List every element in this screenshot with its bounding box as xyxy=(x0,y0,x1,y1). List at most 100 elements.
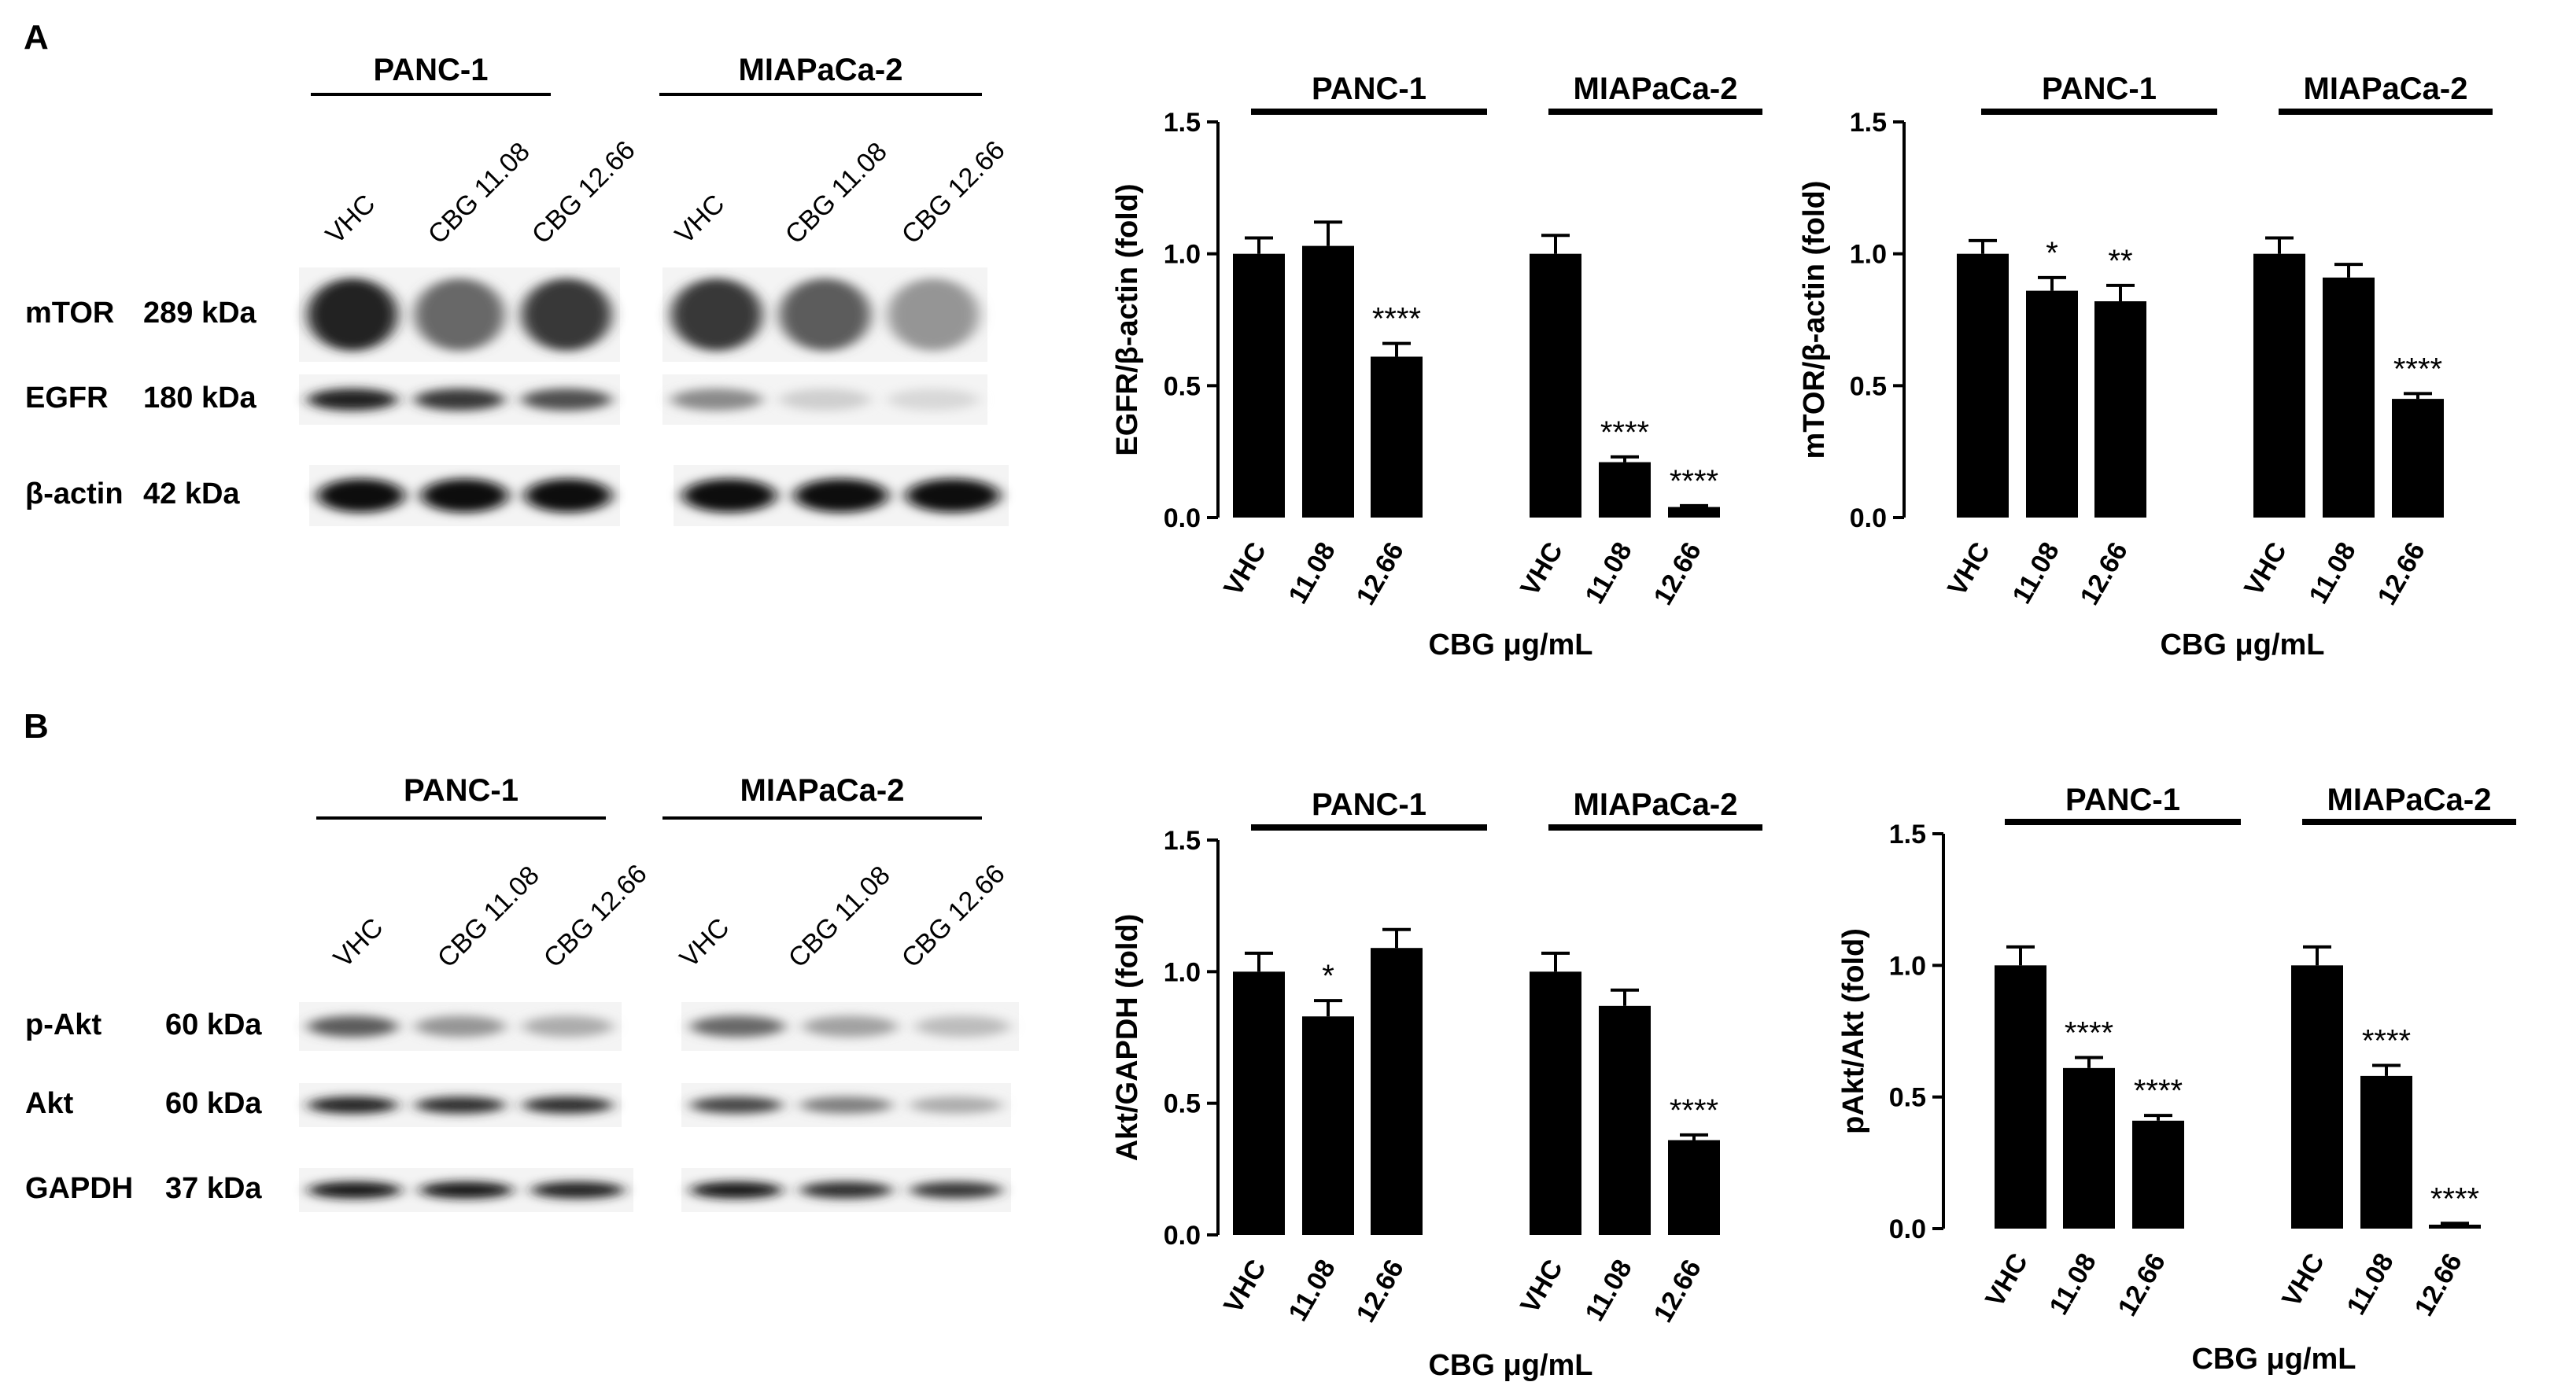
protein-label: Akt xyxy=(25,1087,74,1120)
significance-label: **** xyxy=(2430,1181,2479,1216)
blot-band xyxy=(799,1181,893,1199)
significance-label: **** xyxy=(2362,1024,2411,1059)
bar xyxy=(1371,948,1423,1235)
panel-letter: B xyxy=(24,707,49,746)
x-tick-label: 11.08 xyxy=(2043,1248,2102,1320)
x-tick-label: 12.66 xyxy=(1648,537,1707,610)
blot-band xyxy=(888,388,979,411)
y-tick-label: 1.0 xyxy=(1164,240,1201,270)
significance-label: ** xyxy=(2108,244,2132,278)
blot-band xyxy=(910,1181,1002,1199)
lane-label: CBG 11.08 xyxy=(423,137,536,250)
lane-label: VHC xyxy=(320,189,382,250)
y-tick-label: 1.0 xyxy=(1164,957,1201,987)
x-tick-label: 11.08 xyxy=(2341,1248,2400,1320)
group-label: MIAPaCa-2 xyxy=(739,53,903,87)
group-label: PANC-1 xyxy=(374,53,489,87)
kda-label: 60 kDa xyxy=(165,1087,262,1120)
blot-band xyxy=(803,1015,898,1037)
protein-label: β-actin xyxy=(25,477,124,510)
blot-band xyxy=(317,478,405,513)
x-axis-label: CBG μg/mL xyxy=(1428,628,1592,661)
lane-label: CBG 11.08 xyxy=(783,860,896,974)
bar xyxy=(1957,253,2009,518)
blot-band xyxy=(690,1096,783,1114)
x-tick-label: 11.08 xyxy=(1579,1255,1638,1326)
bar xyxy=(1668,507,1720,518)
x-tick-label: 12.66 xyxy=(1350,1255,1409,1328)
x-tick-label: 12.66 xyxy=(2408,1248,2467,1321)
lane-label: VHC xyxy=(670,189,731,250)
bar xyxy=(1233,971,1285,1235)
significance-label: * xyxy=(1322,959,1334,993)
y-tick-label: 0.0 xyxy=(1164,1221,1201,1251)
significance-label: **** xyxy=(1670,464,1718,499)
blot-band xyxy=(414,278,505,352)
protein-label: GAPDH xyxy=(25,1172,133,1205)
lane-label: VHC xyxy=(674,912,736,974)
significance-label: **** xyxy=(1372,302,1421,337)
protein-label: EGFR xyxy=(25,381,109,415)
chart-mtor-beta-actin: 0.0 0.5 1.0 1.5 mTOR/β-actin (fold) PANC-1 MIA… xyxy=(1798,72,2493,661)
blot-band xyxy=(915,1015,1010,1037)
x-tick-label: VHC xyxy=(1515,1255,1569,1318)
blot-band xyxy=(906,478,1000,513)
x-tick-label: 12.66 xyxy=(2371,537,2430,610)
blot-band xyxy=(307,278,398,352)
bar xyxy=(2323,277,2375,518)
bar xyxy=(1599,462,1651,518)
bar xyxy=(1599,1005,1651,1235)
x-tick-label: VHC xyxy=(2276,1248,2331,1312)
group-label: MIAPaCa-2 xyxy=(1574,72,1738,106)
lane-label: CBG 12.66 xyxy=(896,859,1011,974)
y-tick-label: 0.5 xyxy=(1164,371,1201,401)
lane-label: CBG 11.08 xyxy=(432,860,545,974)
y-axis-label: EGFR/β-actin (fold) xyxy=(1111,183,1144,455)
blot-band xyxy=(671,388,762,411)
y-tick-label: 1.0 xyxy=(1889,951,1926,981)
protein-label: p-Akt xyxy=(25,1008,101,1041)
blot-band xyxy=(415,1096,506,1114)
x-tick-label: 11.08 xyxy=(1579,537,1638,609)
x-tick-label: 11.08 xyxy=(2006,537,2065,609)
chart-egfr-beta-actin: 0.0 0.5 1.0 1.5 EGFR/β-actin (fold) PANC-1 MIA… xyxy=(1111,72,1762,661)
x-tick-label: 12.66 xyxy=(2074,537,2133,610)
blot-band xyxy=(799,1096,893,1114)
x-axis-label: CBG μg/mL xyxy=(2160,628,2324,661)
panel-letter: A xyxy=(24,18,49,57)
y-tick-label: 1.5 xyxy=(1164,108,1201,138)
blot-band xyxy=(524,478,612,513)
y-axis-label: pAkt/Akt (fold) xyxy=(1837,928,1870,1134)
significance-label: * xyxy=(2046,236,2058,271)
group-label: PANC-1 xyxy=(2065,783,2180,817)
bar xyxy=(2392,399,2444,518)
bar xyxy=(2291,965,2343,1229)
y-tick-label: 0.0 xyxy=(1164,503,1201,533)
x-axis-label: CBG μg/mL xyxy=(1428,1349,1592,1382)
y-tick-label: 0.5 xyxy=(1164,1089,1201,1119)
x-tick-label: VHC xyxy=(1218,1255,1272,1318)
blot-band xyxy=(522,1015,614,1037)
x-tick-label: 11.08 xyxy=(2303,537,2362,609)
x-tick-label: 12.66 xyxy=(2112,1248,2171,1321)
blot-band xyxy=(682,478,777,513)
x-tick-label: 11.08 xyxy=(1282,1255,1342,1326)
protein-label: mTOR xyxy=(25,297,114,330)
blot-band xyxy=(794,478,888,513)
y-tick-label: 1.5 xyxy=(1850,108,1887,138)
blot-band xyxy=(690,1015,785,1037)
kda-label: 60 kDa xyxy=(165,1008,262,1041)
bar xyxy=(2063,1067,2115,1229)
group-label: MIAPaCa-2 xyxy=(2304,72,2468,106)
group-label: PANC-1 xyxy=(404,773,519,808)
kda-label: 37 kDa xyxy=(165,1172,262,1205)
lane-label: CBG 12.66 xyxy=(538,859,653,974)
blot-band xyxy=(530,1181,625,1199)
significance-label: **** xyxy=(2134,1074,2183,1108)
y-tick-label: 1.0 xyxy=(1850,240,1887,270)
y-tick-label: 0.0 xyxy=(1889,1214,1926,1244)
y-tick-label: 1.5 xyxy=(1889,820,1926,849)
group-label: MIAPaCa-2 xyxy=(740,773,905,808)
